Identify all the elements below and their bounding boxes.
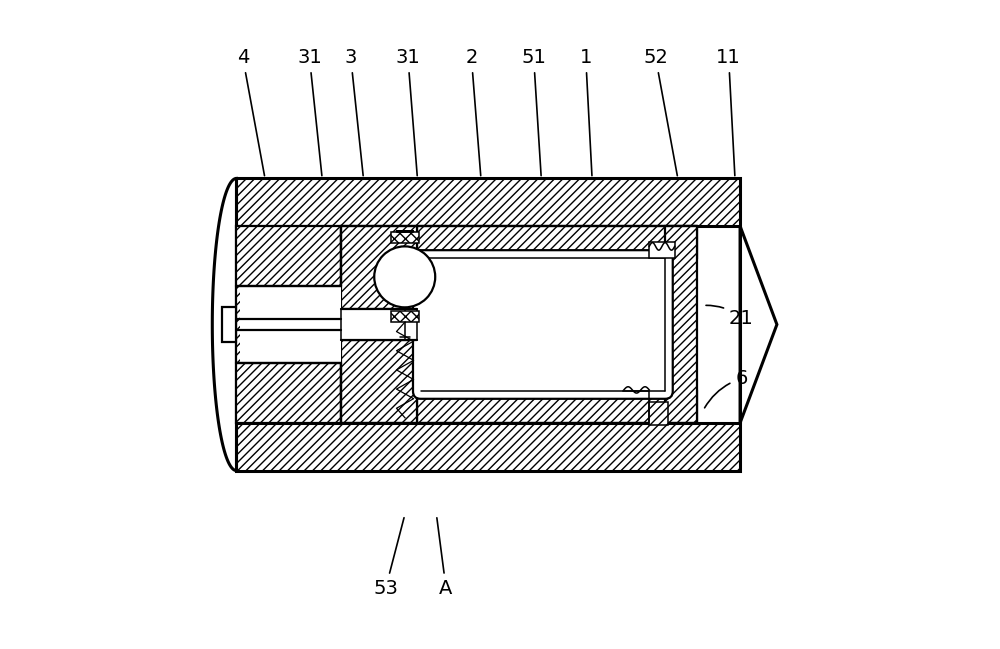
Bar [649, 402, 668, 425]
Text: 6: 6 [705, 369, 748, 408]
Bar [665, 226, 697, 423]
Bar [236, 423, 740, 471]
Text: 51: 51 [521, 48, 546, 176]
Bar [391, 232, 419, 243]
Text: 11: 11 [716, 48, 741, 176]
Bar [341, 226, 417, 309]
Bar [391, 310, 419, 322]
Bar [236, 226, 341, 423]
Bar [240, 286, 341, 363]
Circle shape [374, 247, 435, 308]
Text: 31: 31 [396, 48, 420, 176]
Text: 53: 53 [373, 518, 404, 598]
Text: 2: 2 [465, 48, 481, 176]
Bar [341, 340, 417, 423]
Text: 3: 3 [345, 48, 363, 176]
Text: A: A [437, 518, 453, 598]
Bar [417, 391, 697, 423]
Bar [649, 242, 675, 258]
Bar [417, 226, 697, 258]
Bar [236, 178, 740, 226]
Text: 1: 1 [580, 48, 592, 176]
FancyBboxPatch shape [413, 251, 673, 398]
Text: 52: 52 [643, 48, 677, 176]
Bar [222, 307, 236, 342]
Text: 31: 31 [297, 48, 322, 176]
Text: 4: 4 [237, 48, 265, 176]
Bar [341, 309, 417, 340]
Text: 21: 21 [706, 305, 754, 328]
